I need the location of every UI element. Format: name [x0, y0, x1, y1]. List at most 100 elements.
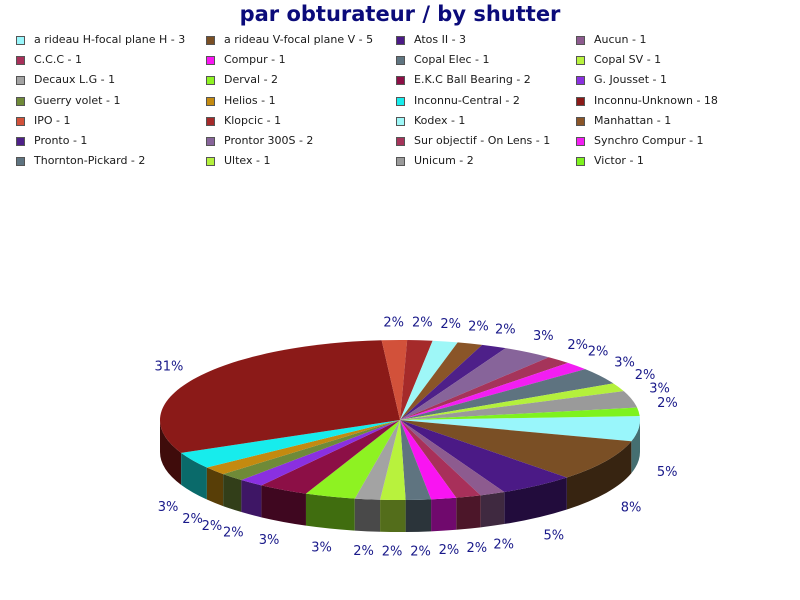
- pie-slice: [400, 420, 481, 498]
- slice-percent-label: 2%: [493, 538, 514, 553]
- slice-percent-label: 2%: [440, 317, 461, 332]
- slice-percent-label: 2%: [353, 544, 374, 559]
- pie-slice: [400, 342, 483, 420]
- slice-percent-label: 2%: [383, 315, 404, 330]
- slice-percent-label: 2%: [468, 319, 489, 334]
- pie-slice: [223, 420, 400, 481]
- pie-side-wall: [504, 477, 567, 525]
- chart-title: par obturateur / by shutter: [239, 2, 561, 26]
- legend-swatch: [576, 116, 585, 126]
- pie-slice: [400, 420, 505, 496]
- pie-slice: [400, 383, 624, 420]
- pie-slice: [354, 420, 400, 500]
- pie-slice: [400, 340, 433, 420]
- legend-label: Derval - 2: [224, 73, 279, 87]
- pie-side-wall: [456, 495, 481, 530]
- legend-label: Ultex - 1: [224, 154, 271, 168]
- slice-percent-label: 3%: [533, 329, 554, 344]
- legend-label: a rideau V-focal plane V - 5: [224, 33, 374, 46]
- slice-percent-label: 2%: [223, 525, 244, 540]
- pie-side-wall: [566, 441, 632, 510]
- legend-label: IPO - 1: [34, 113, 71, 127]
- pie-slice: [159, 340, 400, 453]
- pie-slice: [400, 416, 640, 442]
- pie-slice: [305, 420, 400, 499]
- pie-slice: [400, 369, 614, 420]
- legend-label: Synchro Compur - 1: [594, 134, 704, 147]
- slice-percent-label: 2%: [588, 344, 609, 359]
- legend-swatch: [206, 137, 215, 146]
- legend-label: Copal Elec - 1: [414, 53, 490, 67]
- pie-slice: [400, 420, 567, 493]
- legend-swatch: [206, 76, 215, 86]
- pie-labels: 5%8%5%2%2%2%2%2%2%3%3%2%2%2%3%31%2% 2% 2% 2…: [154, 315, 677, 559]
- slice-percent-label: 3%: [259, 533, 280, 548]
- slice-percent-label: 2%: [202, 519, 223, 534]
- legend-swatch: [16, 116, 25, 126]
- legend-label: G. Jousset - 1: [594, 73, 667, 87]
- pie-slice: [400, 357, 568, 420]
- legend-swatch: [16, 36, 25, 45]
- legend-swatch: [16, 157, 25, 167]
- legend-swatch: [576, 137, 585, 146]
- pie-slice: [381, 339, 408, 420]
- legend-swatch: [576, 56, 585, 66]
- slice-percent-label: 3%: [158, 500, 179, 515]
- legend-label: Copal SV - 1: [594, 53, 662, 67]
- slice-percent-label: 3%: [614, 356, 635, 371]
- slice-percent-label: 2%: [439, 543, 460, 558]
- legend-swatch: [396, 96, 405, 106]
- pie-side-wall: [631, 420, 640, 474]
- legend-swatch: [396, 137, 405, 146]
- pie-side-wall: [380, 499, 406, 533]
- legend-swatch: [576, 36, 585, 45]
- slice-percent-label: 5%: [657, 465, 678, 480]
- pie-side-wall: [223, 474, 242, 513]
- slice-percent-label: 2%: [466, 541, 487, 556]
- pie-slice: [400, 344, 506, 420]
- legend-swatch: [396, 157, 405, 167]
- legend-label: Atos II - 3: [414, 33, 467, 46]
- pie-slice: [400, 362, 586, 420]
- legend-label: Thornton-Pickard - 2: [34, 154, 146, 168]
- legend-swatch: [576, 96, 585, 106]
- pie-side-wall: [431, 497, 457, 532]
- slice-percent-label: 2%: [182, 512, 203, 527]
- pie-slice: [400, 420, 632, 478]
- legend-swatch: [396, 36, 405, 45]
- pie-side-wall: [206, 467, 224, 507]
- legend-swatch: [206, 116, 215, 126]
- legend-label: Victor - 1: [594, 154, 644, 168]
- pie-slice: [261, 420, 400, 494]
- slice-percent-label: 2%: [382, 545, 403, 560]
- legend-label: Prontor 300S - 2: [224, 134, 314, 147]
- pie-side-wall: [405, 499, 432, 532]
- pie-sides: [160, 420, 640, 533]
- slice-percent-label: 2%: [657, 396, 678, 411]
- legend-label: C.C.C - 1: [34, 53, 82, 67]
- slice-percent-label: 2%: [567, 338, 588, 353]
- legend-swatch: [206, 96, 215, 106]
- slice-percent-label: 2%: [410, 544, 431, 559]
- legend-swatch: [206, 157, 215, 167]
- legend-swatch: [396, 56, 405, 66]
- pie-slice: [400, 340, 458, 420]
- legend-label: Inconnu-Central - 2: [414, 93, 520, 107]
- legend-label: Klopcic - 1: [224, 113, 282, 127]
- pie-slice: [400, 391, 638, 420]
- pie-side-wall: [261, 485, 306, 526]
- legend-swatch: [16, 56, 25, 66]
- legend-label: Kodex - 1: [414, 113, 466, 127]
- pie-side-wall: [480, 492, 505, 528]
- legend-label: Helios - 1: [224, 93, 276, 107]
- slice-percent-label: 8%: [621, 501, 642, 516]
- pie-slice: [241, 420, 400, 486]
- pie-side-wall: [354, 498, 381, 532]
- pie-slice: [181, 420, 400, 468]
- legend-label: Manhattan - 1: [594, 113, 672, 127]
- slice-percent-label: 2%: [412, 316, 433, 331]
- legend-label: a rideau H-focal plane H - 3: [34, 33, 186, 46]
- pie-side-wall: [305, 493, 355, 531]
- legend-label: Inconnu-Unknown - 18: [594, 93, 718, 107]
- slice-percent-label: 5%: [543, 529, 564, 544]
